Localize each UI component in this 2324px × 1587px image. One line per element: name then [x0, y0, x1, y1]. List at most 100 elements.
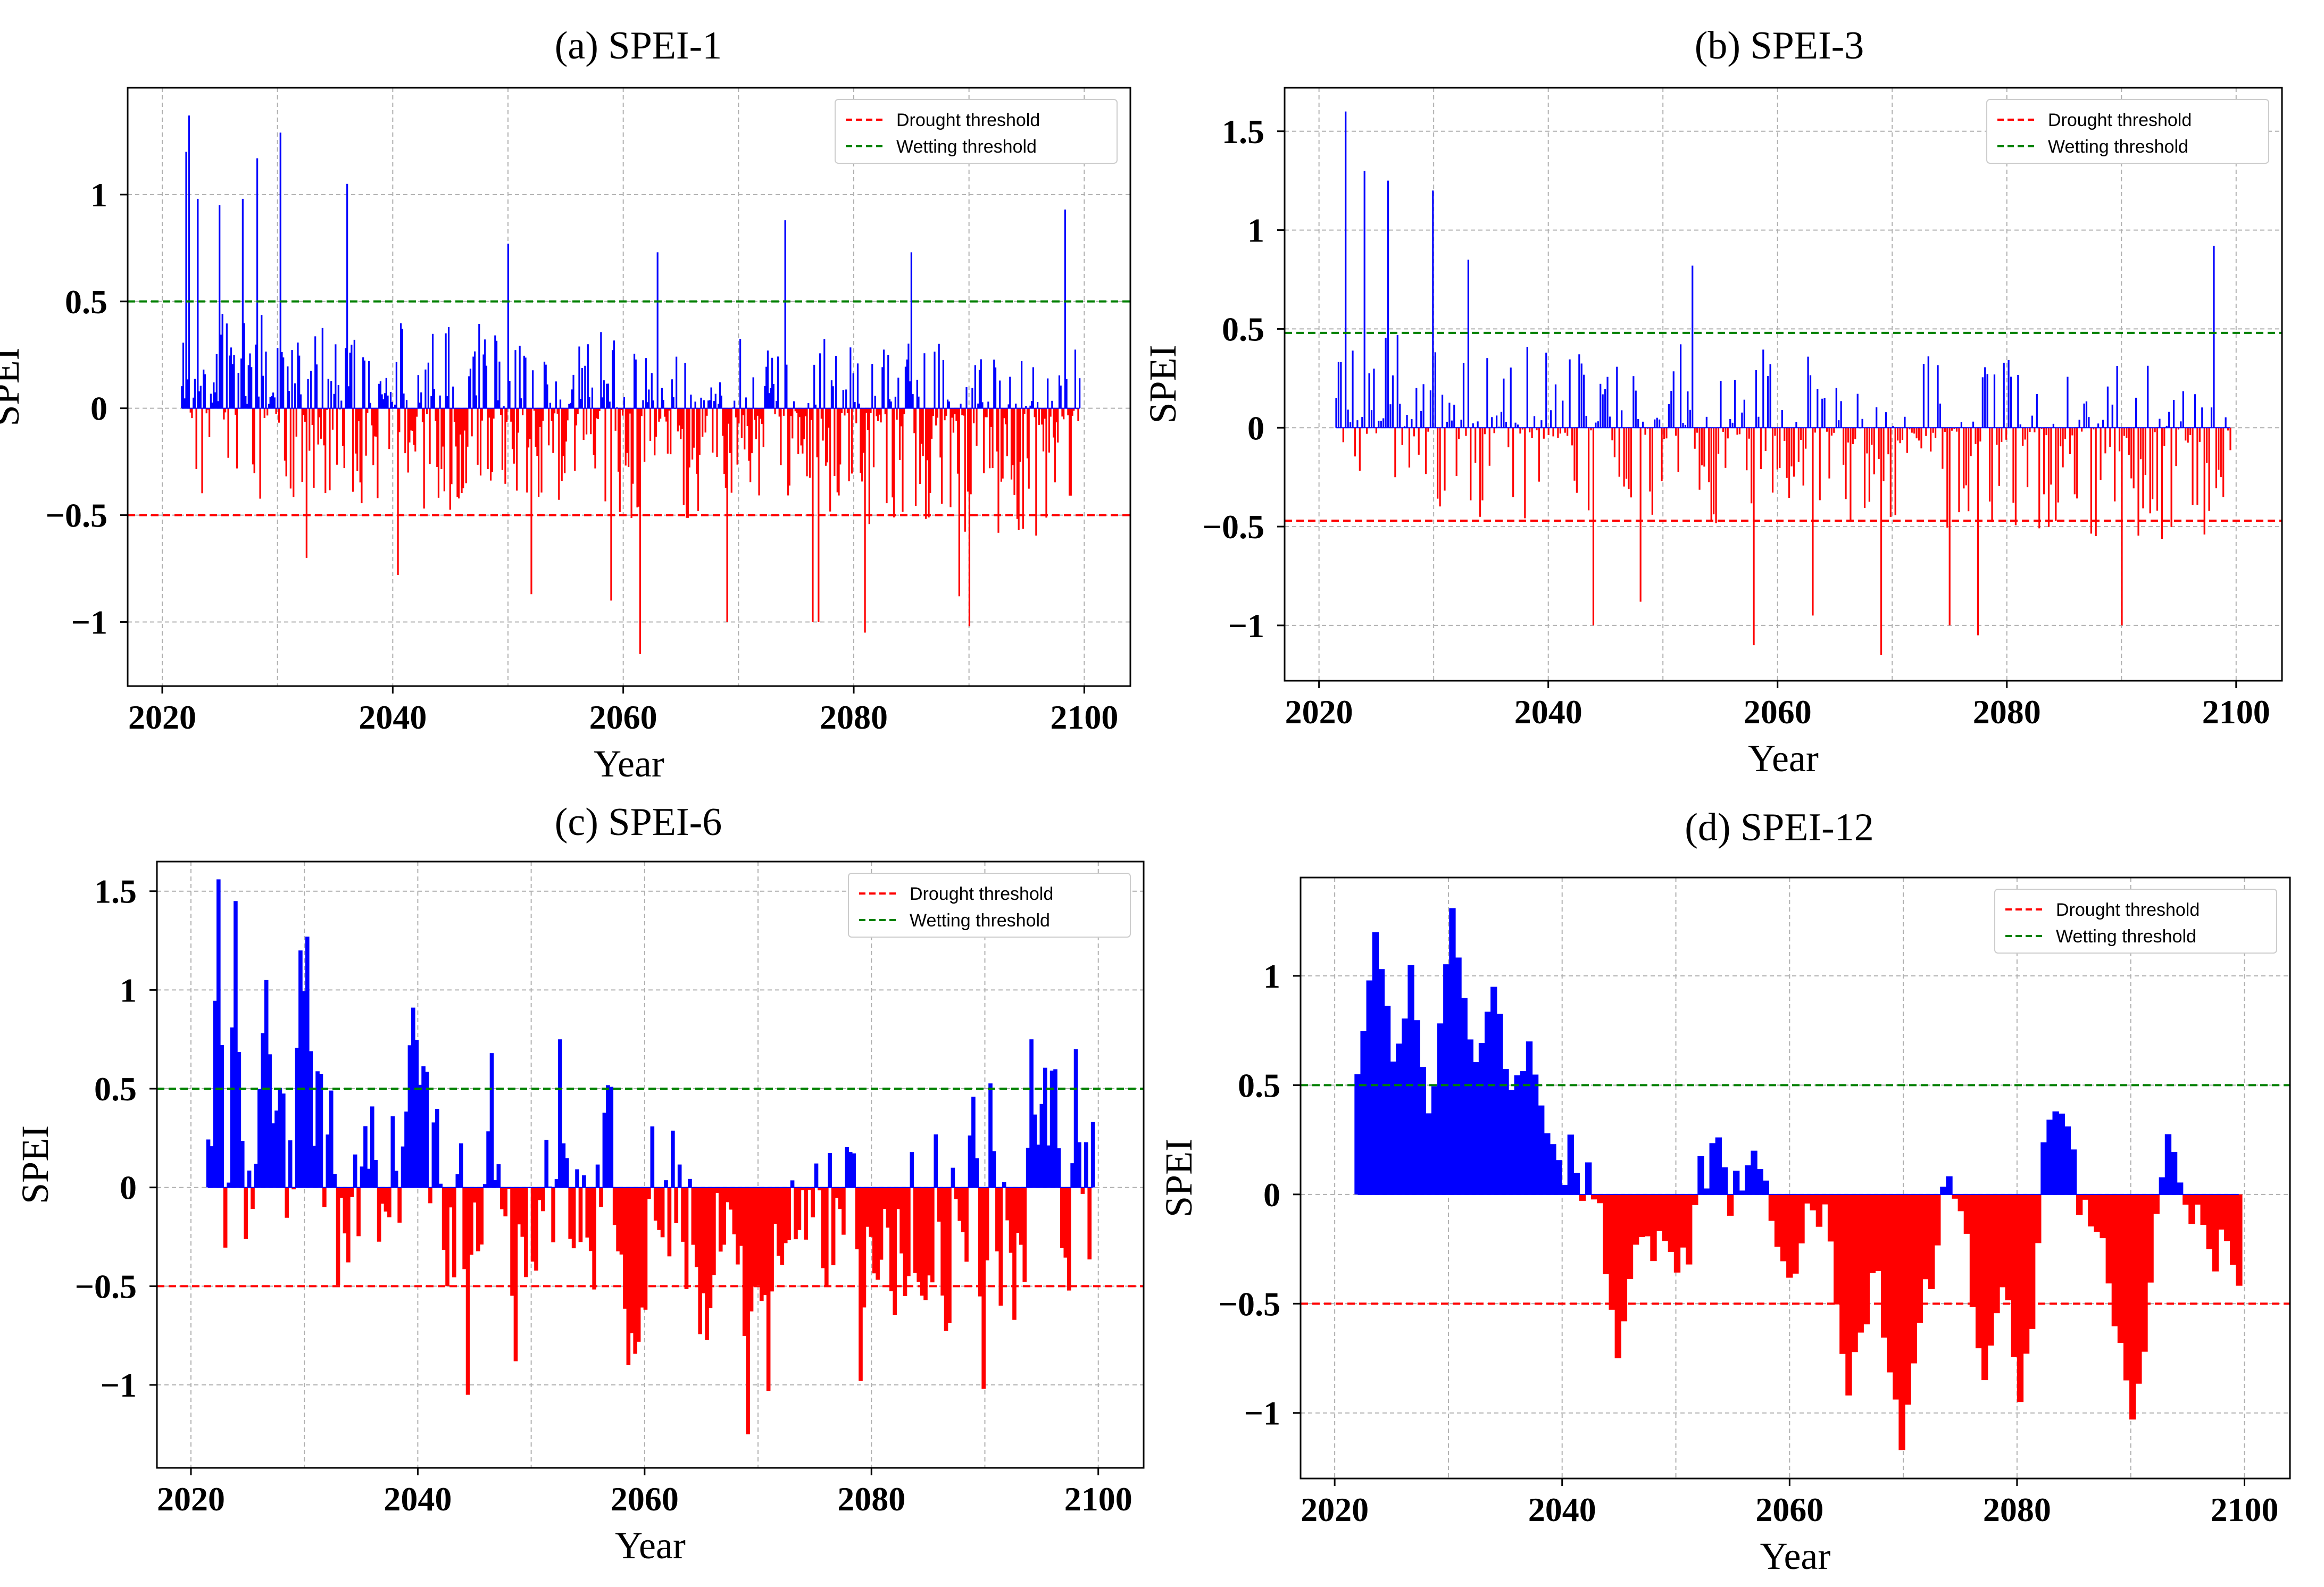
x-tick-label: 2060 [611, 1480, 679, 1518]
data-area-segment [920, 1187, 924, 1296]
data-area-segment [899, 1187, 904, 1254]
data-area-segment [1063, 1187, 1068, 1258]
data-area-segment [1845, 1194, 1852, 1396]
data-area-segment [206, 1139, 211, 1188]
data-area-segment [2046, 1120, 2053, 1195]
data-area-segment [828, 1152, 832, 1188]
legend-label: Drought threshold [2048, 110, 2192, 130]
data-area-segment [1455, 957, 1462, 1195]
y-tick-label: 1 [90, 176, 107, 214]
data-area-segment [1005, 1187, 1010, 1221]
data-area-segment [882, 1187, 887, 1209]
y-tick-label: 0.5 [1222, 310, 1264, 348]
data-area-segment [530, 1187, 535, 1262]
data-area-segment [623, 1187, 627, 1309]
data-area-segment [1372, 932, 1379, 1195]
data-area-segment [691, 1187, 696, 1245]
data-area-segment [523, 1187, 528, 1277]
plot-frame [1300, 876, 2291, 1480]
data-area-segment [1573, 1173, 1580, 1195]
data-area-segment [981, 1187, 986, 1389]
data-area-segment [1875, 1194, 1882, 1271]
data-area-segment [657, 1187, 661, 1230]
data-area-segment [1425, 1113, 1432, 1195]
data-area-segment [469, 1187, 473, 1255]
data-area-segment [1910, 1194, 1917, 1364]
data-area-segment [380, 1187, 385, 1204]
data-area-segment [438, 1183, 443, 1188]
chart-panel-a: (a) SPEI-1 2020 2040 2060 2080 2100 −1 −0.5 0 0.5… [0, 24, 1131, 785]
data-area-segment [855, 1187, 860, 1250]
data-area-segment [1762, 1180, 1769, 1195]
data-area-segment [1928, 1194, 1935, 1289]
data-area-segment [1940, 1187, 1947, 1195]
data-area-segment [759, 1187, 764, 1301]
data-area-segment [2153, 1194, 2160, 1214]
data-area-segment [2058, 1113, 2065, 1195]
data-area-segment [1603, 1194, 1610, 1274]
data-area-segment [554, 1179, 559, 1188]
y-tick-label: 1 [1247, 212, 1264, 249]
chart-panel-b: (b) SPEI-3 2020 2040 2060 2080 2100 −1 −0.5 0 0.5… [1142, 24, 2283, 780]
data-area-segment [619, 1187, 624, 1255]
data-area-segment [749, 1187, 754, 1312]
data-area-segment [571, 1187, 576, 1249]
data-area-segment [653, 1187, 658, 1221]
data-area-segment [671, 1130, 675, 1188]
data-area-segment [506, 1187, 511, 1189]
data-area-segment [2223, 1194, 2231, 1241]
data-area-segment [643, 1187, 648, 1310]
data-area-segment [1934, 1194, 1941, 1246]
data-area-segment [1567, 1134, 1575, 1195]
data-area-segment [312, 1146, 316, 1188]
data-area-segment [906, 1187, 911, 1276]
data-area-segment [582, 1175, 586, 1188]
data-area-segment [1709, 1143, 1716, 1195]
data-area-segment [1087, 1187, 1092, 1260]
data-area-segment [326, 1134, 330, 1188]
data-area-segment [298, 950, 303, 1188]
y-tick-label: −0.5 [1219, 1285, 1280, 1323]
data-area-segment [937, 1187, 942, 1222]
data-area-segment [503, 1187, 508, 1217]
x-tick-label: 2100 [1050, 698, 1118, 736]
data-area-segment [465, 1187, 470, 1395]
data-area-segment [2022, 1194, 2030, 1354]
data-area-segment [889, 1187, 894, 1291]
x-tick-label: 2080 [1983, 1491, 2051, 1528]
data-area-segment [1739, 1190, 1746, 1195]
y-tick-label: 1.5 [94, 873, 137, 911]
legend-box [835, 99, 1118, 164]
data-area-segment [1614, 1194, 1621, 1358]
data-area-segment [722, 1187, 726, 1245]
data-area-segment [985, 1187, 989, 1260]
data-area-segment [944, 1187, 948, 1331]
data-area-segment [448, 1187, 453, 1208]
data-area-segment [1413, 1020, 1420, 1195]
data-area-segment [804, 1187, 809, 1240]
data-area-segment [339, 1187, 344, 1198]
data-area-segment [913, 1187, 918, 1273]
data-area-segment [753, 1187, 757, 1287]
data-area-segment [814, 1163, 819, 1188]
data-area-segment [2177, 1182, 2184, 1195]
data-area-segment [551, 1187, 555, 1242]
data-area-segment [978, 1187, 982, 1297]
data-area-segment [1472, 1062, 1480, 1195]
data-area-segment [2035, 1194, 2042, 1243]
data-area-segment [424, 1072, 429, 1188]
chart-title: (d) SPEI-12 [1685, 806, 1874, 849]
data-area-segment [1531, 1074, 1539, 1195]
plot-frame [127, 87, 1131, 687]
data-area-segment [1922, 1194, 1929, 1280]
y-tick-label: 0.5 [1238, 1066, 1280, 1104]
data-area-segment [541, 1187, 545, 1212]
x-tick-label: 2020 [157, 1480, 225, 1518]
data-area-segment [2218, 1194, 2225, 1230]
data-area-segment [1437, 1023, 1444, 1195]
data-area-segment [288, 1140, 293, 1188]
chart-panel-d: (d) SPEI-12 2020 2040 2060 2080 2100 −1 −0.5 0 0.… [1157, 806, 2291, 1577]
data-area-segment [1478, 1043, 1486, 1195]
data-area-segment [510, 1187, 514, 1296]
legend-label: Wetting threshold [2048, 137, 2188, 157]
